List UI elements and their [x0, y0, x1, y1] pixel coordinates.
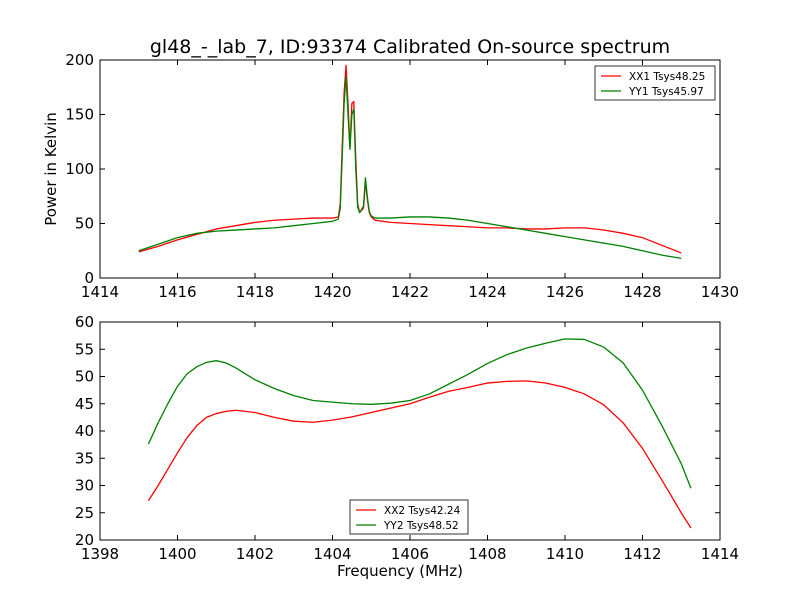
bottom-y-tick-label: 25: [75, 504, 94, 522]
bottom-legend-label-1: XX2 Tsys42.24: [384, 505, 461, 517]
bottom-series-line-2: [147, 338, 692, 489]
bottom-y-tick-label: 50: [75, 368, 94, 386]
bottom-y-tick-label: 30: [75, 477, 94, 495]
top-y-tick-label: 50: [75, 215, 94, 233]
top-legend-label-2: YY1 Tsys45.97: [628, 86, 704, 98]
bottom-x-tick-label: 1408: [468, 545, 506, 563]
top-y-axis-label: Power in Kelvin: [42, 112, 60, 226]
bottom-legend-label-2: YY2 Tsys48.52: [383, 520, 459, 532]
bottom-x-axis-label: Frequency (MHz): [337, 562, 463, 580]
top-y-tick-label: 150: [65, 106, 94, 124]
bottom-legend: XX2 Tsys42.24 YY2 Tsys48.52: [349, 499, 469, 535]
bottom-y-tick-label: 20: [75, 531, 94, 549]
top-y-tick-label: 100: [65, 160, 94, 178]
bottom-y-tick-label: 55: [75, 340, 94, 358]
top-x-tick-label: 1422: [391, 283, 429, 301]
bottom-chart-panel: 1398 1400 1402 1404 1406 1408 1410 1412 1414 20 25…: [75, 313, 739, 580]
top-x-tick-label: 1430: [701, 283, 739, 301]
top-legend: XX1 Tsys48.25 YY1 Tsys45.97: [594, 65, 716, 101]
top-legend-label-1: XX1 Tsys48.25: [629, 71, 705, 83]
top-y-tick-label: 0: [84, 269, 94, 287]
top-x-tick-label: 1420: [313, 283, 351, 301]
bottom-x-tick-label: 1414: [701, 545, 739, 563]
bottom-x-tick-label: 1404: [313, 545, 351, 563]
bottom-x-tick-label: 1412: [623, 545, 661, 563]
top-x-tick-label: 1414: [81, 283, 119, 301]
bottom-legend-box: [349, 499, 469, 535]
top-legend-box: [594, 65, 716, 101]
bottom-x-tick-label: 1400: [158, 545, 196, 563]
bottom-x-tick-label: 1398: [81, 545, 119, 563]
bottom-y-tick-label: 60: [75, 313, 94, 331]
figure-title: gl48_-_lab_7, ID:93374 Calibrated On-sou…: [150, 36, 670, 58]
bottom-y-tick-label: 35: [75, 449, 94, 467]
top-chart-panel: 1414 1416 1418 1420 1422 1424 1426 1428 1430 0 50 1…: [42, 51, 739, 301]
bottom-y-tick-label: 45: [75, 395, 94, 413]
top-y-tick-label: 200: [65, 51, 94, 69]
top-x-tick-label: 1416: [158, 283, 196, 301]
bottom-series-line-1: [147, 380, 692, 529]
bottom-x-tick-label: 1410: [546, 545, 584, 563]
top-x-tick-label: 1428: [623, 283, 661, 301]
bottom-x-tick-label: 1402: [236, 545, 274, 563]
top-series-line-2: [138, 75, 682, 260]
top-x-tick-label: 1426: [546, 283, 584, 301]
bottom-x-tick-label: 1406: [391, 545, 429, 563]
bottom-y-tick-label: 40: [75, 422, 94, 440]
top-x-tick-label: 1418: [236, 283, 274, 301]
top-x-tick-label: 1424: [468, 283, 506, 301]
